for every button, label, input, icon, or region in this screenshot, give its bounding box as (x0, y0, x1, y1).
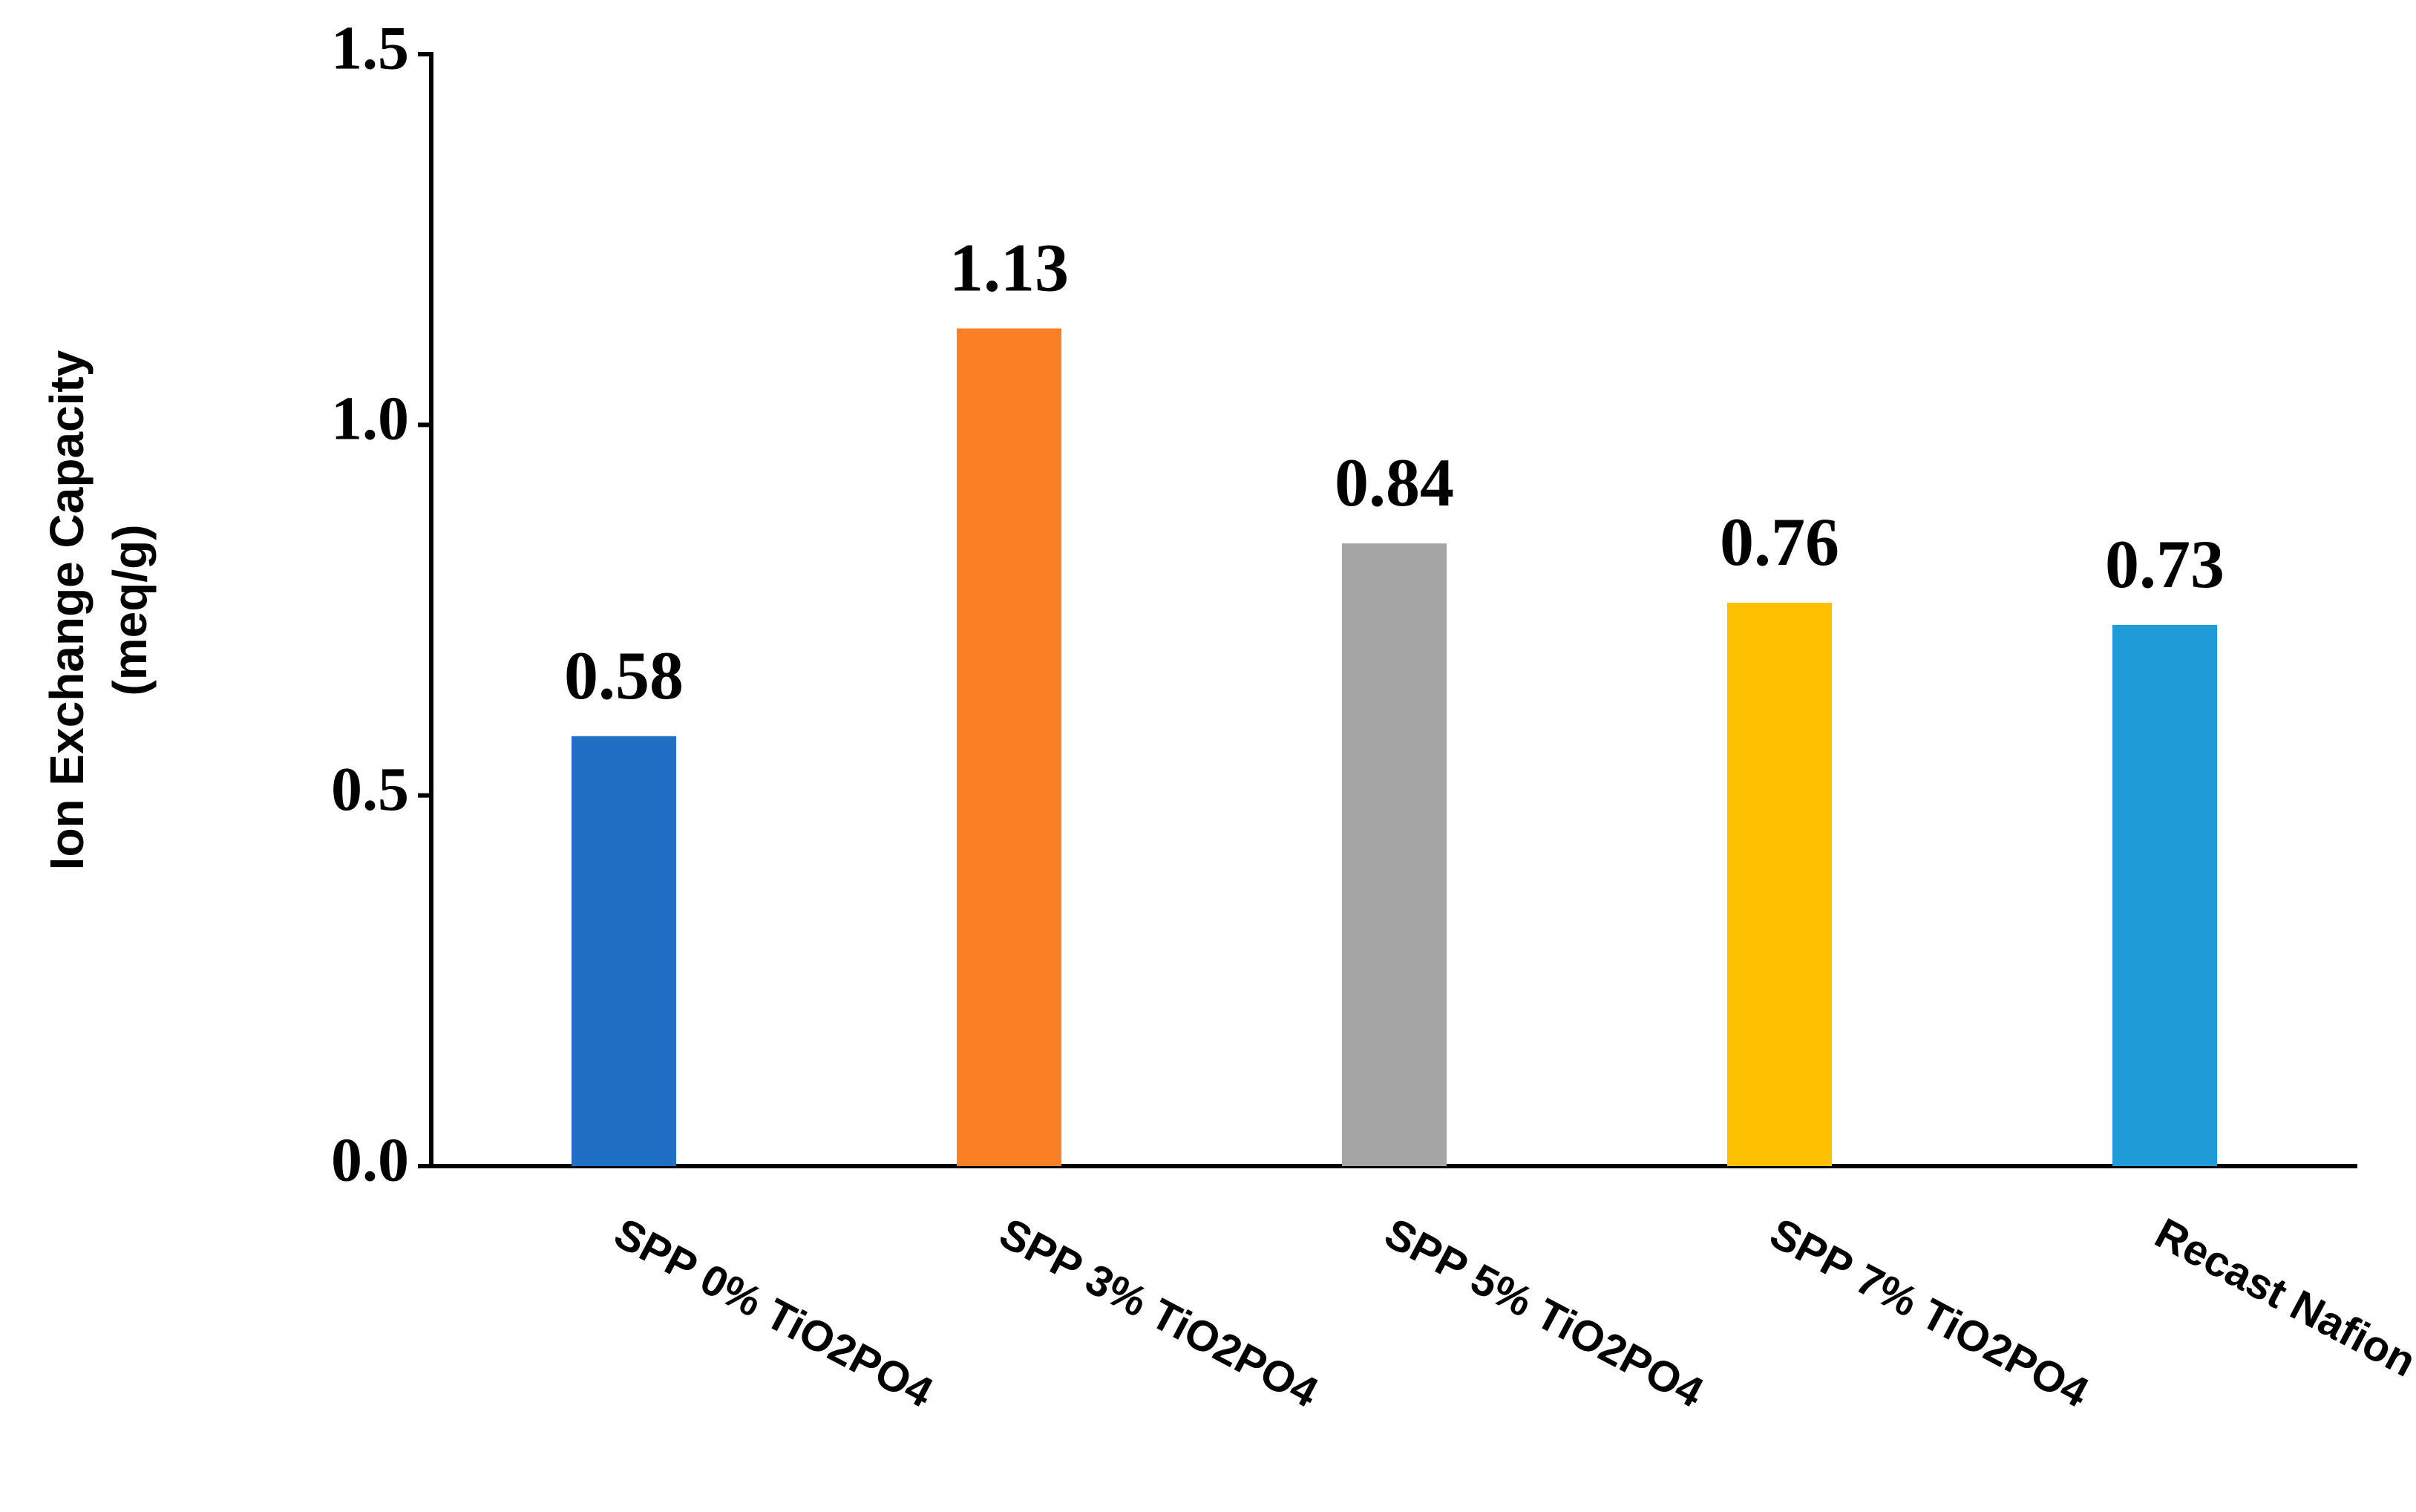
value-label: 1.13 (949, 230, 1069, 306)
y-axis-label: (meq/g) (103, 524, 157, 696)
y-tick-label: 1.0 (331, 384, 409, 454)
y-tick-label: 1.5 (331, 13, 409, 82)
bar (1342, 543, 1447, 1166)
y-axis-label: Ion Exchange Capacity (40, 350, 94, 870)
x-tick-label: Recast Nafion (2147, 1209, 2416, 1387)
x-tick-label: SPP 3% TiO2PO4 (992, 1209, 1326, 1417)
bar (1727, 603, 1832, 1166)
bar (2112, 624, 2217, 1166)
x-tick-label: SPP 7% TiO2PO4 (1762, 1209, 2096, 1417)
x-tick-label: SPP 5% TiO2PO4 (1377, 1209, 1711, 1417)
x-tick-label: SPP 0% TiO2PO4 (606, 1209, 940, 1417)
y-tick-label: 0.5 (331, 755, 409, 824)
value-label: 0.76 (1720, 504, 1839, 580)
bar (572, 736, 676, 1166)
value-label: 0.73 (2105, 526, 2225, 602)
bar (957, 328, 1061, 1167)
value-label: 0.84 (1335, 445, 1454, 520)
y-tick-label: 0.0 (331, 1125, 409, 1194)
value-label: 0.58 (564, 638, 684, 713)
